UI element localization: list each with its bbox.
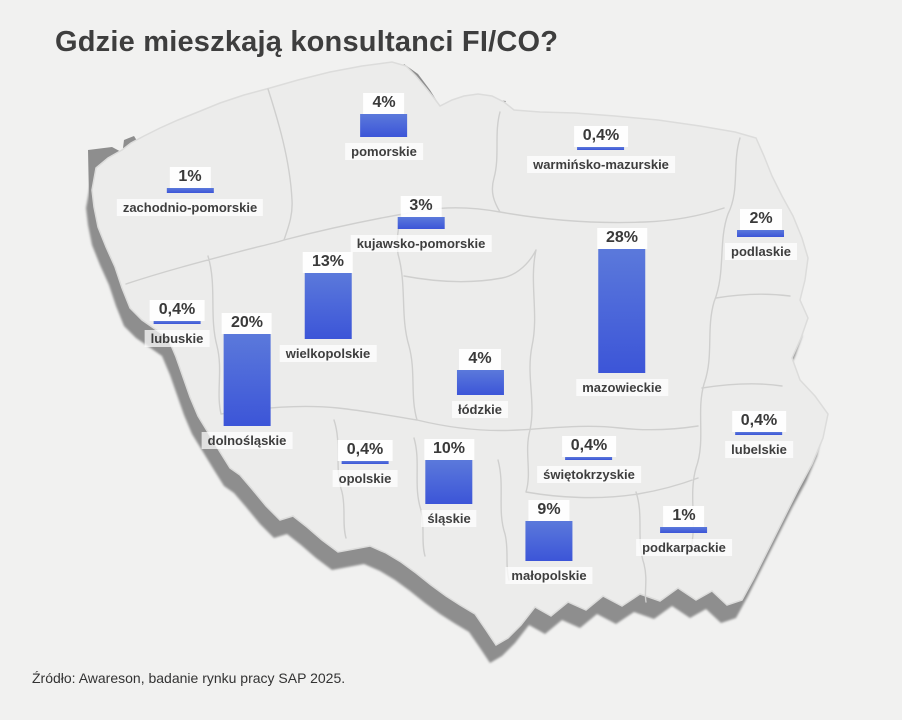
region-name-label: opolskie [332,470,398,487]
region-bar [565,457,613,460]
region-name-label: śląskie [421,510,477,527]
region-name-label: warmińsko-mazurskie [527,156,675,173]
region-warminsko-mazurskie: 0,4% warmińsko-mazurskie [527,126,675,173]
region-pomorskie: 4% pomorskie [345,93,423,160]
region-bar [735,432,783,435]
region-name-label: małopolskie [505,567,593,584]
region-name-label: podlaskie [725,243,797,260]
region-value-label: 1% [663,506,705,527]
region-name-label: kujawsko-pomorskie [350,235,492,252]
region-value-label: 0,4% [573,126,629,147]
region-lubelskie: 0,4% lubelskie [725,411,793,458]
region-bar [425,460,473,504]
region-bar [166,188,214,193]
region-name-label: mazowieckie [576,379,668,396]
region-name-label: wielkopolskie [279,345,377,362]
region-bar [525,521,573,561]
region-lubuskie: 0,4% lubuskie [144,300,210,347]
region-malopolskie: 9% małopolskie [505,500,593,584]
region-opolskie: 0,4% opolskie [332,440,398,487]
region-name-label: lubelskie [725,441,793,458]
region-mazowieckie: 28% mazowieckie [576,228,668,396]
region-value-label: 20% [221,313,273,334]
region-bar [153,321,201,324]
region-kujawsko-pomorskie: 3% kujawsko-pomorskie [350,196,492,252]
region-name-label: łódzkie [451,401,509,418]
region-value-label: 9% [528,500,570,521]
region-bar [660,527,708,533]
region-value-label: 4% [459,349,501,370]
region-value-label: 13% [302,252,354,273]
region-value-label: 1% [169,167,211,188]
region-bar [598,249,646,373]
region-value-label: 2% [740,209,782,230]
region-bar [577,147,625,150]
region-name-label: dolnośląskie [201,432,293,449]
region-podkarpackie: 1% podkarpackie [636,506,732,556]
region-lodzkie: 4% łódzkie [451,349,509,418]
region-podlaskie: 2% podlaskie [725,209,797,260]
region-name-label: lubuskie [144,330,210,347]
source-note: Źródło: Awareson, badanie rynku pracy SA… [32,670,346,686]
region-value-label: 3% [400,196,442,217]
region-value-label: 0,4% [561,436,617,457]
region-value-label: 4% [363,93,405,114]
region-bar [456,370,504,395]
region-bar [360,114,408,137]
region-value-label: 28% [596,228,648,249]
region-zachodnio-pomorskie: 1% zachodnio-pomorskie [116,167,264,216]
region-value-label: 0,4% [731,411,787,432]
region-value-label: 0,4% [337,440,393,461]
region-name-label: zachodnio-pomorskie [116,199,264,216]
region-bar [304,273,352,339]
page-title: Gdzie mieszkają konsultanci FI/CO? [55,26,559,58]
region-dolnoslaskie: 20% dolnośląskie [201,313,293,449]
region-wielkopolskie: 13% wielkopolskie [279,252,377,362]
region-swietokrzyskie: 0,4% świętokrzyskie [537,436,641,483]
region-slaskie: 10% śląskie [421,439,477,527]
region-name-label: świętokrzyskie [537,466,641,483]
region-bar [223,334,271,426]
region-value-label: 10% [423,439,475,460]
region-bar [397,217,445,229]
region-bar [737,230,785,237]
region-value-label: 0,4% [149,300,205,321]
region-bar [341,461,389,464]
region-name-label: pomorskie [345,143,423,160]
region-name-label: podkarpackie [636,539,732,556]
